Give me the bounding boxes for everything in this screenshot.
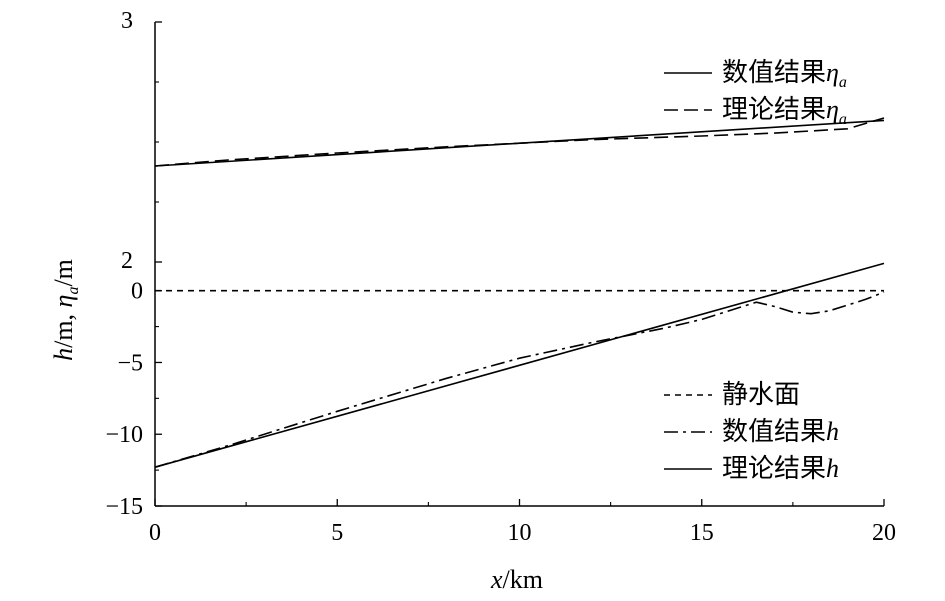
legend-label: 静水面 [722,380,800,409]
y-tick-label: 3 [121,8,133,34]
series-lines [154,117,885,468]
axis-ticks: 0 5 10 15 20 −15 −10 −5 0 2 3 [105,8,896,546]
legend-label: 理论结果ηa [722,95,847,128]
y-tick-label: −15 [105,494,143,520]
y-tick-label: −10 [105,422,143,448]
legend-label: 数值结果h [722,417,839,446]
y-tick-label: 2 [121,248,133,274]
y-axis-title: h/m, ηa/m [49,259,82,361]
x-tick-label: 5 [331,520,343,546]
x-tick-label: 0 [149,520,161,546]
x-tick-label: 10 [508,520,532,546]
series-line-2 [154,117,885,167]
x-tick-label: 15 [690,520,714,546]
x-axis-title: x/km [490,565,543,594]
y-tick-label: −5 [117,350,143,376]
y-tick-label: 0 [131,279,143,305]
series-line-5 [154,262,885,468]
series-line-4 [154,291,885,468]
x-tick-label: 20 [872,520,896,546]
legend-label: 理论结果h [722,454,839,483]
legend-label: 数值结果ηa [722,58,847,91]
